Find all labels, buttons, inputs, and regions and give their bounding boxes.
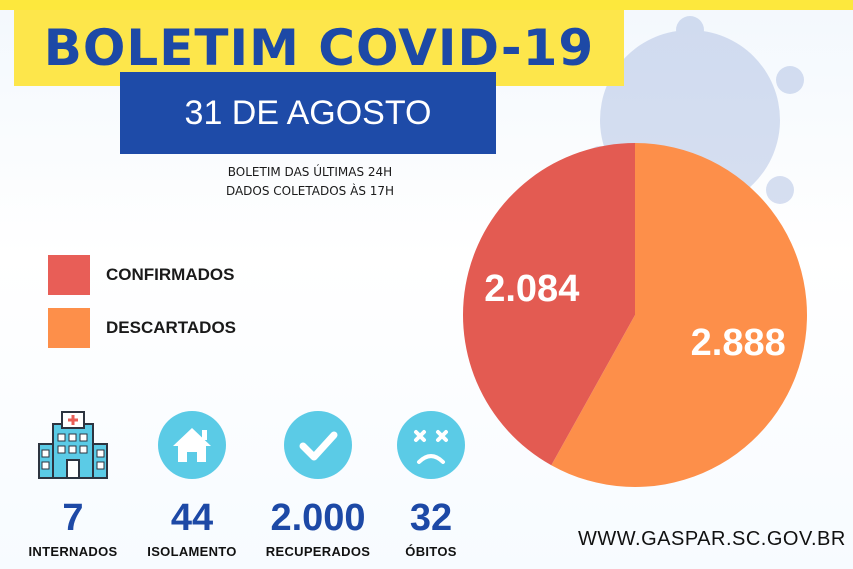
stat-value-internados: 7 <box>62 497 84 539</box>
stat-label-obitos: ÓBITOS <box>405 544 457 559</box>
stat-internados: 7 INTERNADOS <box>8 410 138 559</box>
checkmark-icon <box>284 411 352 479</box>
pie-slice-descartados <box>551 143 807 487</box>
legend-item-confirmados: CONFIRMADOS <box>48 255 234 295</box>
legend-label-descartados: DESCARTADOS <box>106 318 237 337</box>
stat-label-isolamento: ISOLAMENTO <box>147 544 237 559</box>
house-icon <box>158 411 226 479</box>
pie-chart: 2.888 2.084 <box>463 143 807 487</box>
stat-value-isolamento: 44 <box>170 497 214 539</box>
stat-label-internados: INTERNADOS <box>28 544 118 559</box>
report-subtitle: BOLETIM DAS ÚLTIMAS 24H DADOS COLETADOS … <box>190 163 430 201</box>
stat-value-recuperados: 2.000 <box>270 497 366 539</box>
subtitle-line-1: BOLETIM DAS ÚLTIMAS 24H <box>227 165 393 179</box>
page-title: BOLETIM COVID-19 <box>43 19 595 77</box>
date-banner: 31 DE AGOSTO <box>120 72 496 154</box>
website-url: WWW.GASPAR.SC.GOV.BR <box>578 528 846 550</box>
report-date: 31 DE AGOSTO <box>184 93 432 132</box>
legend-item-descartados: DESCARTADOS <box>48 308 236 348</box>
hospital-icon <box>38 411 108 479</box>
sad-face-icon <box>397 411 465 479</box>
legend-swatch-confirmados <box>48 255 90 295</box>
subtitle-line-2: DADOS COLETADOS ÀS 17H <box>225 184 395 198</box>
stat-label-recuperados: RECUPERADOS <box>265 544 371 559</box>
legend-swatch-descartados <box>48 308 90 348</box>
stat-obitos: 32 ÓBITOS <box>366 410 496 559</box>
pie-label-descartados: 2.888 <box>691 322 786 364</box>
top-accent-bar <box>0 0 853 10</box>
pie-slice-confirmados <box>463 143 635 466</box>
stat-recuperados: 2.000 RECUPERADOS <box>253 410 383 559</box>
pie-label-confirmados: 2.084 <box>484 268 579 310</box>
legend-label-confirmados: CONFIRMADOS <box>106 265 235 284</box>
stat-isolamento: 44 ISOLAMENTO <box>127 410 257 559</box>
stat-value-obitos: 32 <box>409 497 453 539</box>
